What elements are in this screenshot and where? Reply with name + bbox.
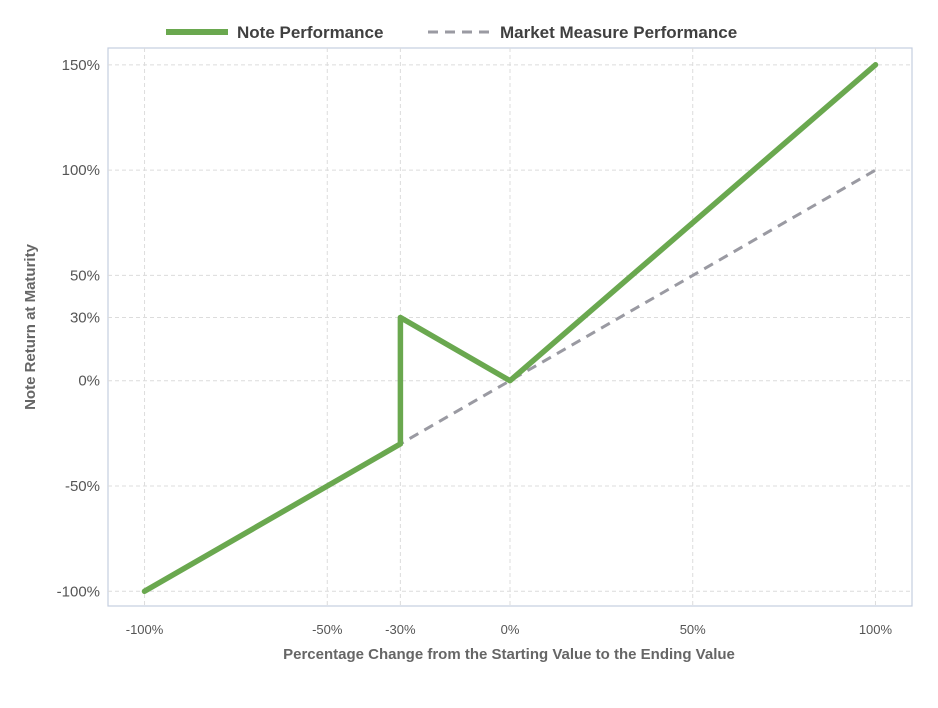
- y-tick-label: 100%: [62, 162, 100, 179]
- y-axis-ticks: 150% 100% 50% 30% 0% -50% -100%: [57, 57, 100, 600]
- x-axis-title: Percentage Change from the Starting Valu…: [283, 646, 735, 663]
- series-layer: [141, 62, 879, 595]
- legend-label-note-performance: Note Performance: [237, 23, 383, 42]
- x-tick-label: -50%: [312, 622, 343, 637]
- x-tick-label: 50%: [680, 622, 706, 637]
- x-tick-label: -30%: [385, 622, 416, 637]
- legend-label-market-measure-performance: Market Measure Performance: [500, 23, 737, 42]
- x-tick-label: 0%: [501, 622, 520, 637]
- x-tick-label: -100%: [126, 622, 164, 637]
- y-tick-label: 30%: [70, 310, 100, 327]
- legend: Note Performance Market Measure Performa…: [166, 23, 737, 42]
- y-tick-label: 0%: [78, 373, 100, 390]
- y-tick-label: 50%: [70, 267, 100, 284]
- x-tick-label: 100%: [859, 622, 893, 637]
- y-tick-label: -100%: [57, 583, 100, 600]
- x-axis-ticks: -100% -50% -30% 0% 50% 100%: [126, 622, 893, 637]
- series-line-note-performance: [141, 62, 879, 595]
- grid: [108, 48, 912, 606]
- plot-area: [107, 47, 913, 607]
- y-axis-title: Note Return at Maturity: [22, 243, 39, 410]
- y-tick-label: 150%: [62, 57, 100, 74]
- y-tick-label: -50%: [65, 478, 100, 495]
